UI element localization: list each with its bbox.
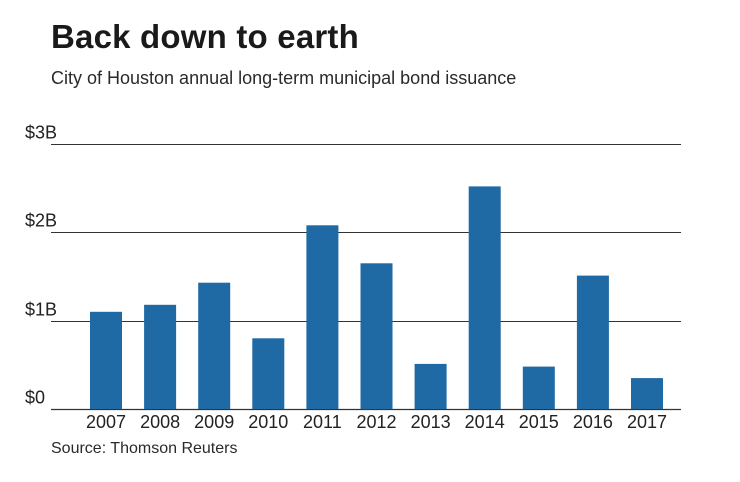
y-tick-label: $0 (25, 388, 45, 408)
x-tick-label: 2014 (465, 412, 505, 432)
x-tick-label: 2009 (194, 412, 234, 432)
x-tick-label: 2012 (356, 412, 396, 432)
x-tick-label: 2017 (627, 412, 667, 432)
x-tick-label: 2016 (573, 412, 613, 432)
bars (90, 186, 663, 410)
x-axis-labels: 2007 2008 2009 2010 2011 2012 2013 2014 2015 2016… (86, 412, 667, 432)
bar-2013 (414, 363, 447, 409)
bar-2010 (252, 338, 285, 409)
bar-2009 (198, 282, 231, 409)
y-axis-labels: $0 $1B $2B $3B (25, 123, 57, 408)
bar-2012 (360, 263, 393, 410)
bar-2016 (576, 275, 609, 409)
x-tick-label: 2008 (140, 412, 180, 432)
y-tick-label: $2B (25, 211, 57, 231)
chart-subtitle: City of Houston annual long-term municip… (51, 68, 517, 88)
y-tick-label: $1B (25, 300, 57, 320)
bar-2007 (90, 311, 122, 409)
chart-title: Back down to earth (51, 18, 359, 55)
x-tick-label: 2015 (519, 412, 559, 432)
source-note: Source: Thomson Reuters (51, 440, 238, 457)
bar-2011 (306, 225, 339, 409)
bar-2017 (631, 378, 663, 409)
x-tick-label: 2011 (303, 412, 342, 432)
y-tick-label: $3B (25, 123, 57, 143)
x-tick-label: 2010 (248, 412, 288, 432)
x-tick-label: 2013 (411, 412, 451, 432)
bar-2008 (144, 304, 177, 409)
bar-2014 (468, 186, 501, 409)
x-tick-label: 2007 (86, 412, 126, 432)
bar-2015 (522, 366, 555, 409)
